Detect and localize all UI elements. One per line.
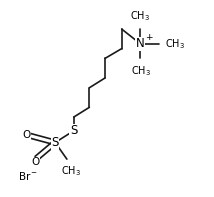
Text: S: S [70,124,77,137]
Text: CH$_3$: CH$_3$ [165,37,185,51]
Text: S: S [52,136,59,149]
Text: N: N [136,37,145,50]
Text: CH$_3$: CH$_3$ [131,64,151,78]
Text: CH$_3$: CH$_3$ [61,165,81,178]
Text: Br$^-$: Br$^-$ [18,170,38,182]
Text: O: O [31,157,39,167]
Text: O: O [22,130,30,140]
Text: +: + [145,33,152,42]
Text: CH$_3$: CH$_3$ [130,9,150,23]
